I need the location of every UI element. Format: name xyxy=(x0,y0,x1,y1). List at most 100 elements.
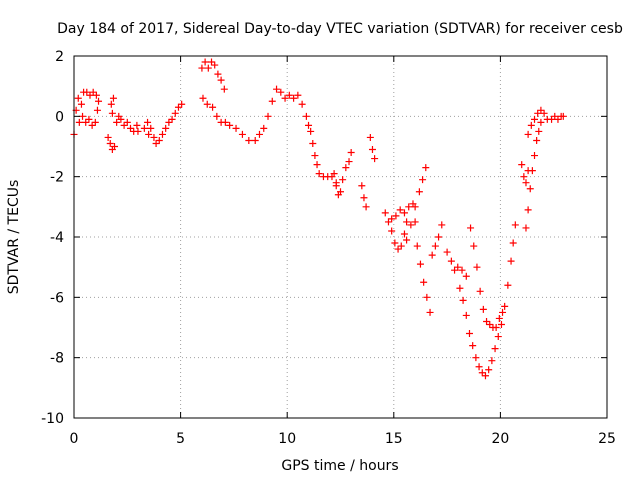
data-point xyxy=(89,88,97,96)
data-point xyxy=(485,366,493,374)
data-point xyxy=(134,127,142,135)
data-point xyxy=(497,320,505,328)
data-point xyxy=(214,70,222,78)
data-point xyxy=(140,124,148,132)
y-tick-label: -8 xyxy=(50,351,64,367)
data-point xyxy=(245,136,253,144)
data-point xyxy=(144,118,152,126)
data-point xyxy=(492,324,500,331)
data-point xyxy=(277,88,285,96)
data-point xyxy=(339,176,347,184)
data-point xyxy=(470,242,478,250)
data-point xyxy=(152,139,160,147)
data-point xyxy=(524,130,532,138)
data-point xyxy=(397,242,405,250)
x-tick-label: 20 xyxy=(491,431,509,447)
data-point xyxy=(531,115,539,123)
grid xyxy=(74,56,607,418)
data-point xyxy=(86,91,94,99)
data-point xyxy=(307,127,315,135)
data-point xyxy=(198,64,206,72)
data-point xyxy=(174,103,182,111)
data-point xyxy=(209,103,217,111)
data-point xyxy=(255,130,263,138)
data-point xyxy=(465,330,473,338)
data-point xyxy=(522,179,530,187)
data-point xyxy=(459,296,467,304)
data-point xyxy=(511,221,519,229)
data-point xyxy=(535,127,543,135)
data-point xyxy=(476,287,484,295)
data-point xyxy=(469,342,477,350)
data-point xyxy=(392,212,400,220)
data-point xyxy=(226,121,234,129)
data-point xyxy=(220,85,228,93)
data-point xyxy=(75,118,83,126)
x-tick-label: 10 xyxy=(278,431,296,447)
data-point xyxy=(203,100,211,108)
data-point xyxy=(342,164,350,172)
data-point xyxy=(371,155,379,163)
data-point xyxy=(85,115,93,123)
data-point xyxy=(251,136,259,144)
data-point xyxy=(238,130,246,138)
data-point xyxy=(509,239,517,247)
data-point xyxy=(302,112,310,120)
data-point xyxy=(400,209,408,217)
data-point xyxy=(548,115,556,123)
y-axis-label: SDTVAR / TECUs xyxy=(6,180,22,295)
data-point xyxy=(416,260,424,268)
data-point xyxy=(473,263,481,271)
data-point xyxy=(108,109,116,117)
chart-title: Day 184 of 2017, Sidereal Day-to-day VTE… xyxy=(57,21,623,37)
data-point xyxy=(422,164,430,172)
data-point xyxy=(462,311,470,319)
data-points xyxy=(70,58,567,380)
data-point xyxy=(524,206,532,214)
data-point xyxy=(481,372,489,380)
data-point xyxy=(447,257,455,265)
data-point xyxy=(120,121,128,129)
data-point xyxy=(420,278,428,286)
data-point xyxy=(358,182,366,190)
data-point xyxy=(499,308,507,316)
y-tick-label: -10 xyxy=(41,411,64,427)
data-point xyxy=(145,130,153,138)
data-point xyxy=(491,345,499,353)
data-point xyxy=(83,88,91,96)
data-point xyxy=(537,118,545,126)
y-tick-label: 2 xyxy=(55,49,64,65)
data-point xyxy=(403,218,411,226)
data-point xyxy=(415,188,423,196)
data-point xyxy=(462,272,470,280)
data-point xyxy=(522,224,530,232)
data-point xyxy=(347,149,355,157)
data-point xyxy=(104,133,112,141)
data-point xyxy=(479,305,487,313)
data-point xyxy=(309,139,317,147)
data-point xyxy=(133,121,141,129)
data-point xyxy=(315,170,323,178)
data-point xyxy=(217,76,225,84)
data-point xyxy=(504,281,512,289)
data-point xyxy=(454,263,462,271)
data-point xyxy=(88,121,96,129)
data-point xyxy=(91,118,99,126)
data-point xyxy=(171,109,179,117)
data-point xyxy=(232,124,240,132)
data-point xyxy=(95,97,103,105)
data-point xyxy=(294,91,302,99)
y-tick-label: 0 xyxy=(55,109,64,125)
data-point xyxy=(168,115,176,123)
data-point xyxy=(520,173,528,181)
data-point xyxy=(518,161,526,169)
data-point xyxy=(537,106,545,114)
x-tick-label: 0 xyxy=(70,431,79,447)
data-point xyxy=(531,152,539,160)
data-point xyxy=(458,266,466,274)
data-point xyxy=(405,203,413,211)
x-tick-label: 5 xyxy=(176,431,185,447)
data-point xyxy=(123,118,131,126)
data-point xyxy=(74,94,82,102)
